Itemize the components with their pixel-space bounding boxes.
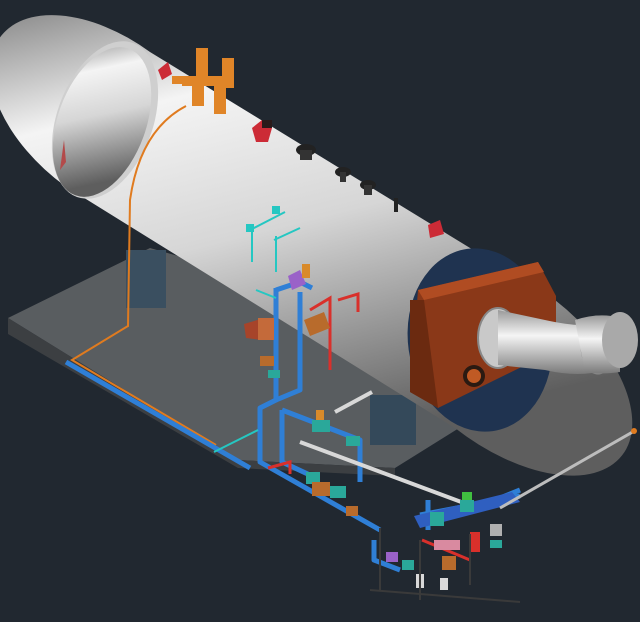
top-nozzles bbox=[158, 62, 444, 238]
valves bbox=[244, 206, 502, 590]
rear-flange bbox=[60, 140, 66, 170]
orange-pipe bbox=[70, 105, 217, 446]
safety-valves bbox=[172, 48, 234, 114]
feed-pipe bbox=[299, 390, 473, 508]
saddle-supports bbox=[126, 250, 416, 445]
burner-train-frame bbox=[369, 528, 521, 603]
gas-pipe bbox=[499, 428, 637, 510]
burner-elbow bbox=[477, 307, 638, 375]
